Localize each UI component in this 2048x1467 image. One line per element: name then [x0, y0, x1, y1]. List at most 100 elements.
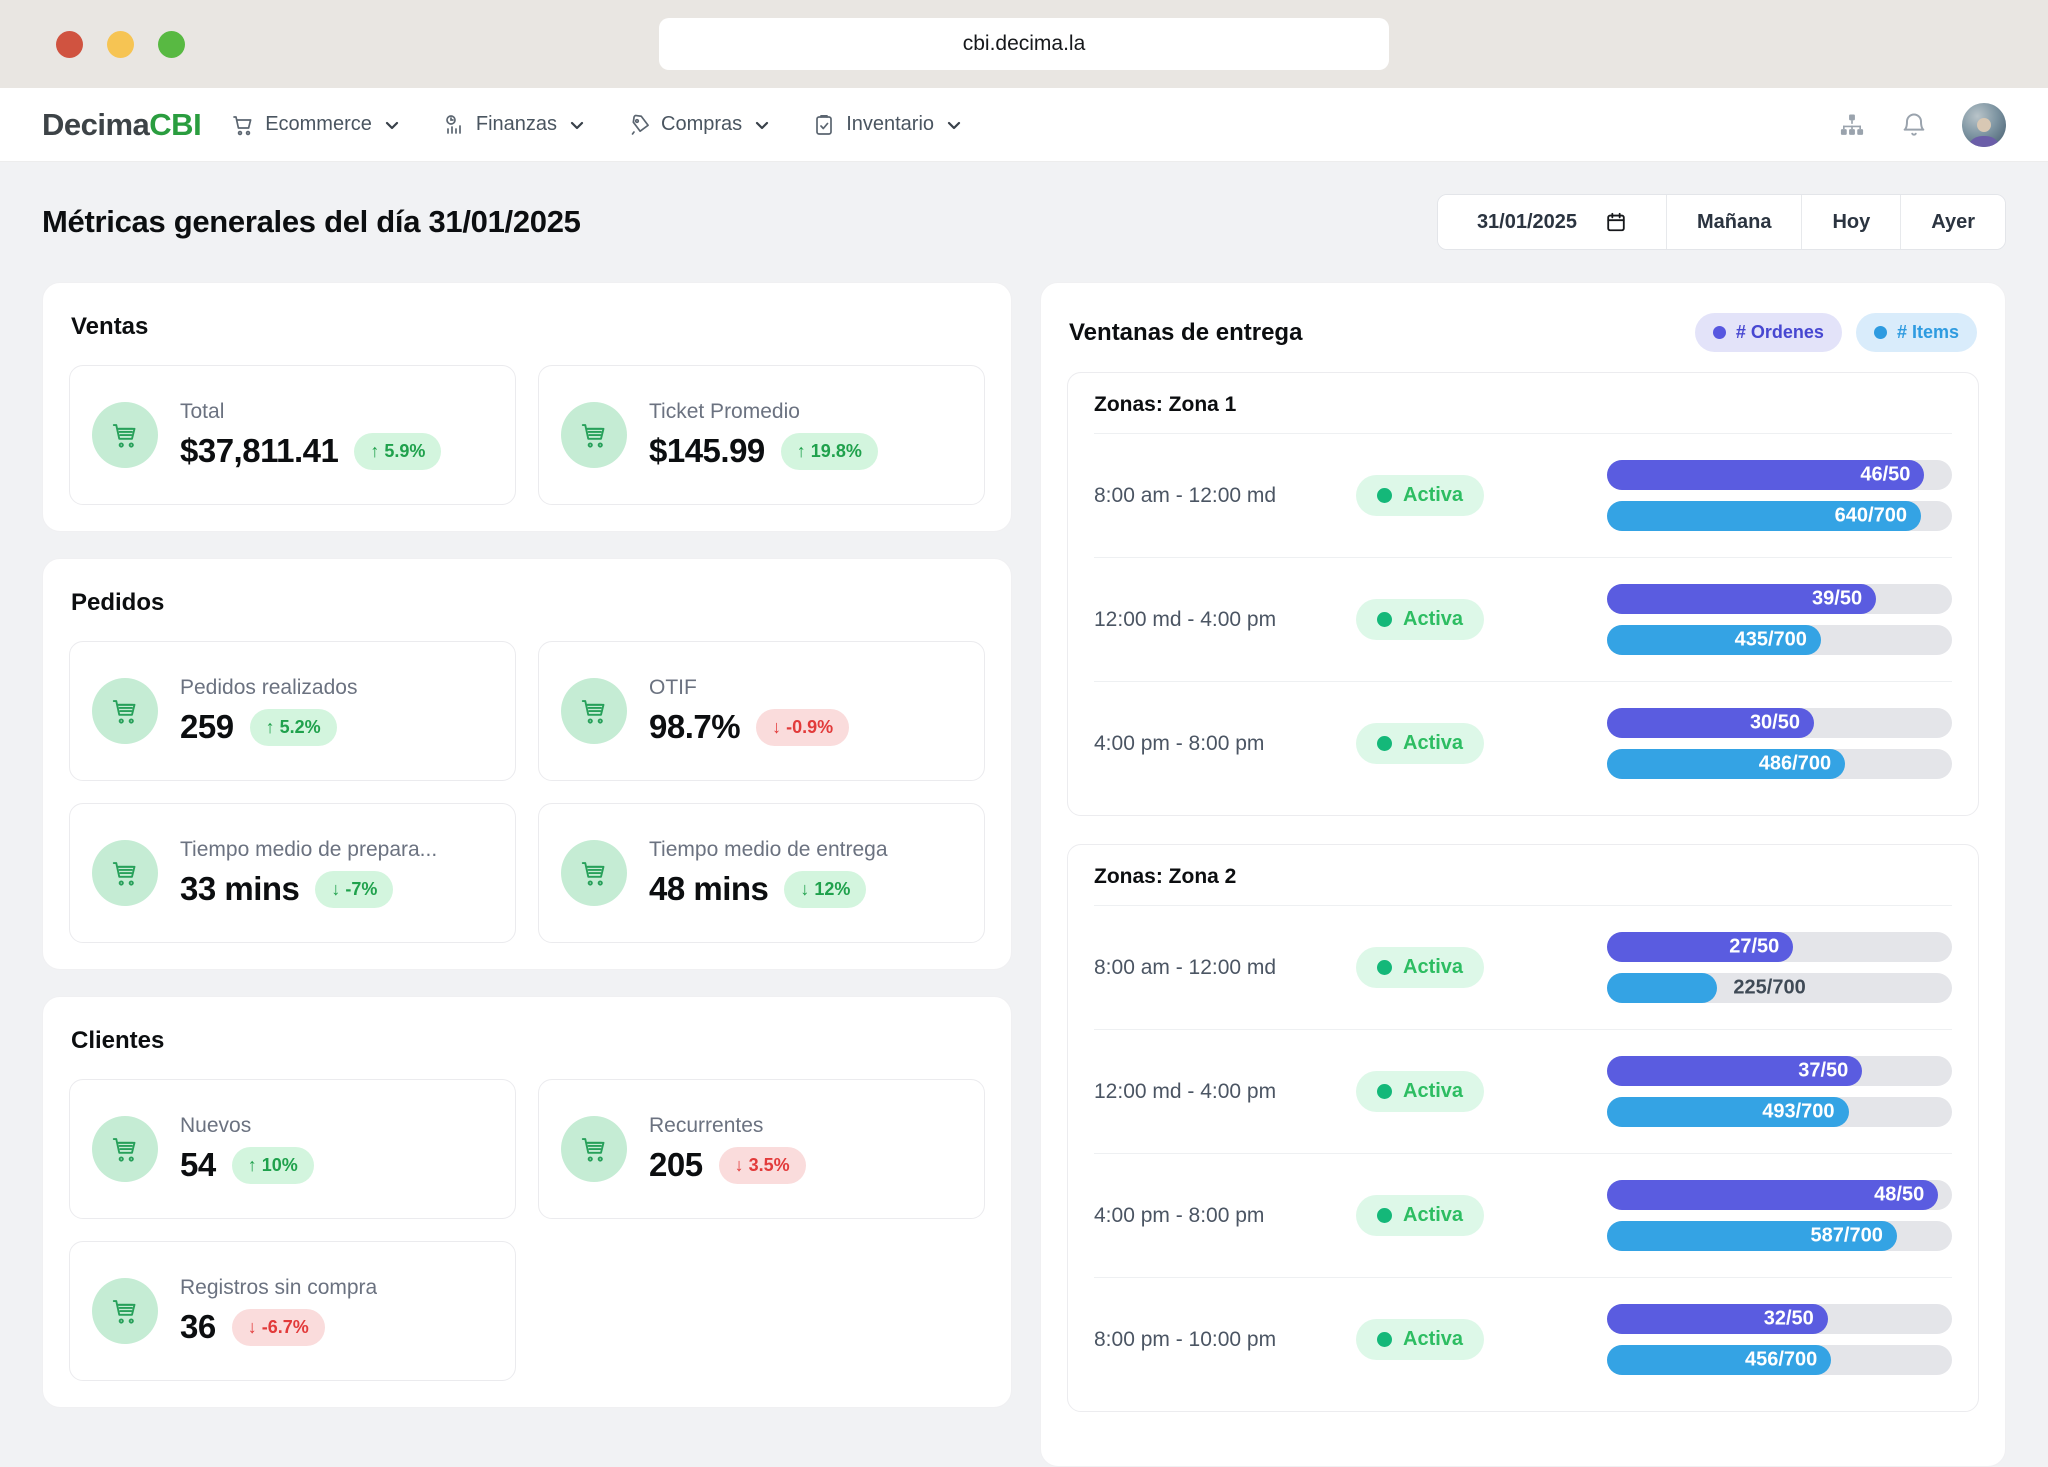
delivery-window-row: 8:00 am - 12:00 md Activa 27/50 225/700 [1094, 906, 1952, 1030]
window-status: Activa [1356, 947, 1556, 988]
status-dot-icon [1377, 612, 1392, 627]
orders-progress-bar: 46/50 [1607, 460, 1952, 490]
address-bar[interactable]: cbi.decima.la [659, 18, 1389, 70]
main-menus: Ecommerce Finanzas Compras [231, 113, 962, 137]
status-badge: Activa [1356, 1195, 1485, 1236]
browser-chrome: cbi.decima.la [0, 0, 2048, 88]
delta-badge: ↓ -6.7% [231, 1308, 325, 1346]
metric-value: 98.7% [649, 708, 741, 745]
metric-card-nuevos[interactable]: Nuevos 54 ↑ 10% [69, 1079, 516, 1219]
window-bars: 32/50 456/700 [1607, 1304, 1952, 1375]
delta-badge: ↓ -7% [315, 870, 394, 908]
status-dot-icon [1377, 1332, 1392, 1347]
metric-body: Total $37,811.41 ↑ 5.9% [180, 400, 442, 470]
menu-ecommerce[interactable]: Ecommerce [231, 113, 400, 137]
metric-label: Tiempo medio de entrega [649, 838, 888, 861]
cart-icon [561, 840, 627, 906]
cart-icon [231, 113, 255, 137]
status-label: Activa [1403, 484, 1464, 506]
delta-badge: ↑ 10% [231, 1146, 314, 1184]
metric-body: Tiempo medio de prepara... 33 mins ↓ -7% [180, 838, 437, 908]
metric-label: Recurrentes [649, 1114, 764, 1137]
delivery-header: Ventanas de entrega # Ordenes # Items [1069, 313, 1977, 352]
today-button[interactable]: Hoy [1801, 195, 1901, 249]
cart-icon [92, 678, 158, 744]
status-label: Activa [1403, 956, 1464, 978]
window-time: 8:00 pm - 10:00 pm [1094, 1327, 1277, 1351]
metric-card-tiempo-entrega[interactable]: Tiempo medio de entrega 48 mins ↓ 12% [538, 803, 985, 943]
status-label: Activa [1403, 1204, 1464, 1226]
window-status: Activa [1356, 1071, 1556, 1112]
metric-label: Nuevos [180, 1114, 252, 1137]
inventory-icon [812, 113, 836, 137]
metric-value: 48 mins [649, 870, 769, 907]
bar-fill [1607, 625, 1821, 655]
metric-card-tiempo-preparacion[interactable]: Tiempo medio de prepara... 33 mins ↓ -7% [69, 803, 516, 943]
bar-fill [1607, 749, 1846, 779]
metric-card-pedidos-realizados[interactable]: Pedidos realizados 259 ↑ 5.2% [69, 641, 516, 781]
items-progress-bar: 435/700 [1607, 625, 1952, 655]
items-progress-bar: 493/700 [1607, 1097, 1952, 1127]
status-label: Activa [1403, 1080, 1464, 1102]
window-controls [56, 30, 185, 58]
menu-label: Compras [661, 113, 743, 135]
tomorrow-button[interactable]: Mañana [1666, 195, 1802, 249]
app-logo[interactable]: DecimaCBI [42, 106, 202, 143]
bar-label: 30/50 [1749, 711, 1800, 734]
bar-fill [1607, 501, 1921, 531]
minimize-window-button[interactable] [107, 30, 134, 58]
orders-progress-bar: 27/50 [1607, 932, 1952, 962]
metric-row: $37,811.41 ↑ 5.9% [180, 432, 442, 470]
yesterday-button[interactable]: Ayer [1900, 195, 2005, 249]
metric-body: Tiempo medio de entrega 48 mins ↓ 12% [649, 838, 888, 908]
ordenes-dot-icon [1712, 326, 1726, 339]
delta-badge: ↓ 12% [784, 870, 867, 908]
delivery-window-row: 12:00 md - 4:00 pm Activa 39/50 435/700 [1094, 558, 1952, 682]
bar-fill [1607, 584, 1877, 614]
bar-label: 456/700 [1744, 1348, 1818, 1371]
bell-icon[interactable] [1900, 111, 1928, 139]
bar-label: 39/50 [1812, 587, 1863, 610]
items-dot-icon [1873, 326, 1887, 339]
metric-row: 98.7% ↓ -0.9% [649, 708, 850, 746]
avatar[interactable] [1962, 102, 2006, 147]
logo-part-decima: Decima [42, 106, 150, 142]
window-status: Activa [1356, 1319, 1556, 1360]
metric-value: 54 [180, 1146, 216, 1183]
status-badge: Activa [1356, 723, 1485, 764]
menu-inventario[interactable]: Inventario [812, 113, 962, 137]
metric-body: Recurrentes 205 ↓ 3.5% [649, 1114, 806, 1184]
menu-finanzas[interactable]: Finanzas [442, 113, 585, 137]
metric-label: Tiempo medio de prepara... [180, 838, 438, 861]
navbar-right [1838, 102, 2006, 147]
metric-card-otif[interactable]: OTIF 98.7% ↓ -0.9% [538, 641, 985, 781]
metric-row: 54 ↑ 10% [180, 1146, 314, 1184]
metric-value: $145.99 [649, 432, 765, 469]
section-clientes: Clientes Nuevos 54 ↑ 10% [42, 996, 1012, 1408]
metric-row: 33 mins ↓ -7% [180, 870, 437, 908]
section-title: Pedidos [71, 589, 165, 616]
close-window-button[interactable] [56, 30, 83, 58]
legend-ordenes[interactable]: # Ordenes [1694, 313, 1842, 352]
metric-card-ticket-promedio[interactable]: Ticket Promedio $145.99 ↑ 19.8% [538, 365, 985, 505]
date-picker[interactable]: 31/01/2025 [1438, 195, 1666, 249]
window-time: 4:00 pm - 8:00 pm [1094, 731, 1265, 755]
sitemap-icon[interactable] [1838, 111, 1866, 139]
bar-label: 640/700 [1834, 504, 1907, 527]
legend-items[interactable]: # Items [1855, 313, 1977, 352]
metric-grid: Pedidos realizados 259 ↑ 5.2% OTIF [69, 641, 985, 943]
menu-compras[interactable]: Compras [627, 113, 770, 137]
metric-card-total[interactable]: Total $37,811.41 ↑ 5.9% [69, 365, 516, 505]
status-dot-icon [1377, 960, 1392, 975]
maximize-window-button[interactable] [158, 30, 185, 58]
chevron-down-icon [384, 117, 400, 133]
metric-card-registros-sin-compra[interactable]: Registros sin compra 36 ↓ -6.7% [69, 1241, 516, 1381]
items-progress-bar: 587/700 [1607, 1221, 1952, 1251]
bar-label: 32/50 [1763, 1307, 1814, 1330]
orders-progress-bar: 32/50 [1607, 1304, 1952, 1334]
url-text: cbi.decima.la [962, 32, 1086, 55]
metric-card-recurrentes[interactable]: Recurrentes 205 ↓ 3.5% [538, 1079, 985, 1219]
delta-badge: ↓ -0.9% [756, 708, 850, 746]
section-pedidos: Pedidos Pedidos realizados 259 ↑ 5.2% [42, 558, 1012, 970]
status-badge: Activa [1356, 475, 1485, 516]
